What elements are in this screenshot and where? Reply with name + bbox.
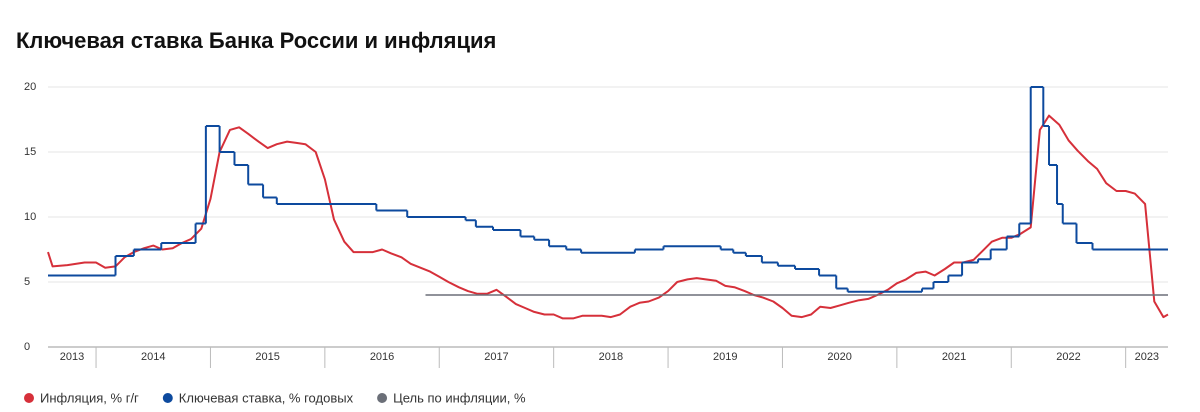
x-tick-label: 2021 xyxy=(942,351,966,363)
x-tick-label: 2016 xyxy=(370,351,394,363)
x-tick-label: 2013 xyxy=(60,351,84,363)
legend-label: Цель по инфляции, % xyxy=(393,390,526,405)
y-tick-label: 10 xyxy=(24,211,36,223)
x-tick-label: 2020 xyxy=(827,351,851,363)
legend-marker xyxy=(24,393,34,403)
x-tick-label: 2019 xyxy=(713,351,737,363)
y-tick-label: 15 xyxy=(24,146,36,158)
legend-marker xyxy=(377,393,388,403)
x-tick-label: 2023 xyxy=(1135,351,1159,363)
chart-title: Ключевая ставка Банка России и инфляция xyxy=(16,28,496,53)
y-tick-label: 20 xyxy=(24,81,36,93)
x-tick-label: 2017 xyxy=(484,351,508,363)
y-tick-label: 5 xyxy=(24,276,30,288)
legend-marker xyxy=(162,393,173,403)
series-line xyxy=(47,114,1169,320)
legend-label: Инфляция, % г/г xyxy=(40,390,139,405)
x-tick-label: 2015 xyxy=(255,351,279,363)
x-tick-label: 2014 xyxy=(141,351,165,363)
legend-label: Ключевая ставка, % годовых xyxy=(179,390,354,405)
x-tick-label: 2022 xyxy=(1056,351,1080,363)
y-tick-label: 0 xyxy=(24,341,30,353)
x-tick-label: 2018 xyxy=(599,351,623,363)
